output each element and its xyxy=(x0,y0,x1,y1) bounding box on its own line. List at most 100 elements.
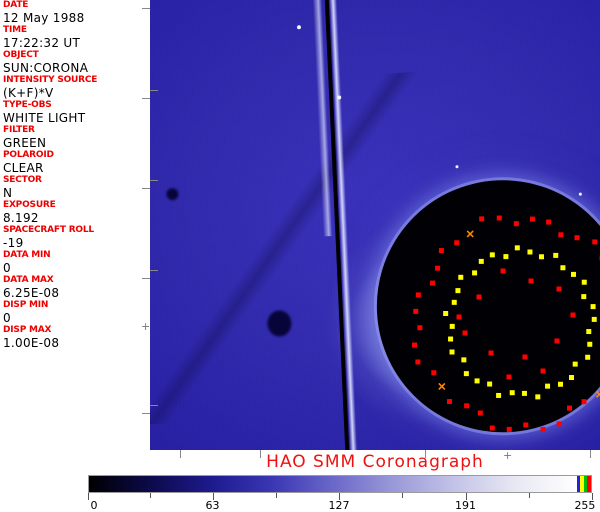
marker-square-red xyxy=(496,215,502,221)
marker-square-red xyxy=(476,294,482,300)
frame-center-mark-bottom: + xyxy=(503,449,513,462)
metadata-row: DATA MIN 0 xyxy=(0,250,150,275)
marker-square-red xyxy=(462,330,468,336)
colorbar-end-swatch xyxy=(587,476,591,492)
metadata-value: WHITE LIGHT xyxy=(3,111,86,125)
frame-tick xyxy=(150,90,158,91)
marker-square-yellow xyxy=(443,310,449,316)
marker-square-yellow xyxy=(527,249,533,255)
metadata-row: DATE 12 May 1988 xyxy=(0,0,150,25)
marker-square-yellow xyxy=(474,378,480,384)
marker-cross-orange xyxy=(466,230,474,238)
colorbar-major-tick xyxy=(465,493,467,500)
metadata-label: SPACECRAFT ROLL xyxy=(3,225,94,235)
marker-square-red xyxy=(415,292,421,298)
marker-square-red xyxy=(592,239,598,245)
metadata-value: (K+F)*V xyxy=(3,86,54,100)
marker-square-red xyxy=(523,422,529,428)
colorbar-major-tick xyxy=(88,493,89,500)
marker-square-yellow xyxy=(586,329,592,335)
metadata-value: 0 xyxy=(3,261,11,275)
marker-square-yellow xyxy=(569,375,575,381)
colorbar-major-tick xyxy=(339,493,340,500)
frame-tick-left xyxy=(142,413,150,414)
coronagraph-image[interactable] xyxy=(150,0,600,450)
metadata-label: FILTER xyxy=(3,125,35,135)
marker-square-yellow xyxy=(570,271,576,277)
marker-square-yellow xyxy=(553,252,559,258)
marker-square-yellow xyxy=(545,383,551,389)
metadata-label: TYPE-OBS xyxy=(3,100,52,110)
metadata-row: FILTER GREEN xyxy=(0,125,150,150)
feature-marker-overlay xyxy=(412,215,600,432)
metadata-value: 8.192 xyxy=(3,211,39,225)
metadata-row: TYPE-OBS WHITE LIGHT xyxy=(0,100,150,125)
colorbar-minor-tick xyxy=(150,493,152,498)
colorbar-end-swatch xyxy=(583,476,588,492)
metadata-value: 1.00E-08 xyxy=(3,336,60,350)
metadata-value: 0 xyxy=(3,311,11,325)
colorbar-tick-label: 191 xyxy=(455,499,476,512)
marker-square-red xyxy=(417,325,423,331)
metadata-label: TIME xyxy=(3,25,27,35)
metadata-label: DATA MIN xyxy=(3,250,51,260)
metadata-value: 12 May 1988 xyxy=(3,11,85,25)
marker-square-yellow xyxy=(496,392,502,398)
marker-square-red xyxy=(574,235,580,241)
frame-tick-bottom xyxy=(180,450,181,458)
marker-square-red xyxy=(456,314,462,320)
frame-tick xyxy=(150,405,158,406)
frame-tick xyxy=(150,180,158,181)
metadata-row: SECTOR N xyxy=(0,175,150,200)
marker-square-yellow xyxy=(538,254,544,260)
marker-square-yellow xyxy=(535,394,541,400)
colorbar xyxy=(88,475,592,493)
marker-square-red xyxy=(464,403,470,409)
marker-square-red xyxy=(479,216,485,222)
metadata-value: GREEN xyxy=(3,136,47,150)
metadata-row: OBJECT SUN:CORONA xyxy=(0,50,150,75)
marker-square-yellow xyxy=(509,390,515,396)
marker-square-red xyxy=(489,425,495,431)
marker-square-yellow xyxy=(581,279,587,285)
marker-square-yellow xyxy=(590,304,596,310)
marker-square-yellow xyxy=(557,381,563,387)
metadata-label: EXPOSURE xyxy=(3,200,56,210)
metadata-row: TIME 17:22:32 UT xyxy=(0,25,150,50)
marker-square-yellow xyxy=(521,390,527,396)
marker-square-red xyxy=(522,354,528,360)
colorbar-tick-label: 63 xyxy=(205,499,220,512)
colorbar-tick-label: 0 xyxy=(90,499,98,512)
metadata-label: DATA MAX xyxy=(3,275,54,285)
colorbar-end-swatch xyxy=(580,476,584,492)
marker-square-red xyxy=(430,280,436,286)
marker-cross-orange xyxy=(438,382,446,390)
metadata-value: N xyxy=(3,186,13,200)
marker-square-red xyxy=(415,359,421,365)
marker-square-yellow xyxy=(560,265,566,271)
marker-square-red xyxy=(412,342,418,348)
marker-square-yellow xyxy=(572,361,578,367)
marker-square-yellow xyxy=(478,258,484,264)
marker-square-red xyxy=(529,216,535,222)
frame-tick-left xyxy=(142,188,150,189)
marker-square-red xyxy=(500,268,506,274)
metadata-label: OBJECT xyxy=(3,50,39,60)
marker-square-red xyxy=(447,399,453,405)
marker-square-red xyxy=(581,399,587,405)
marker-square-yellow xyxy=(591,316,597,322)
frame-tick-bottom xyxy=(425,450,426,458)
marker-square-red xyxy=(567,405,573,411)
marker-square-red xyxy=(513,221,519,227)
colorbar-gradient xyxy=(89,476,577,492)
metadata-value: 6.25E-08 xyxy=(3,286,60,300)
marker-square-red xyxy=(477,410,483,416)
marker-square-yellow xyxy=(514,245,520,251)
marker-square-yellow xyxy=(458,274,464,280)
marker-square-yellow xyxy=(581,294,587,300)
marker-square-red xyxy=(438,248,444,254)
marker-square-red xyxy=(554,338,560,344)
metadata-panel: DATE 12 May 1988 TIME 17:22:32 UT OBJECT SUN:… xyxy=(0,0,150,450)
marker-square-yellow xyxy=(451,299,457,305)
metadata-label: DISP MAX xyxy=(3,325,52,335)
